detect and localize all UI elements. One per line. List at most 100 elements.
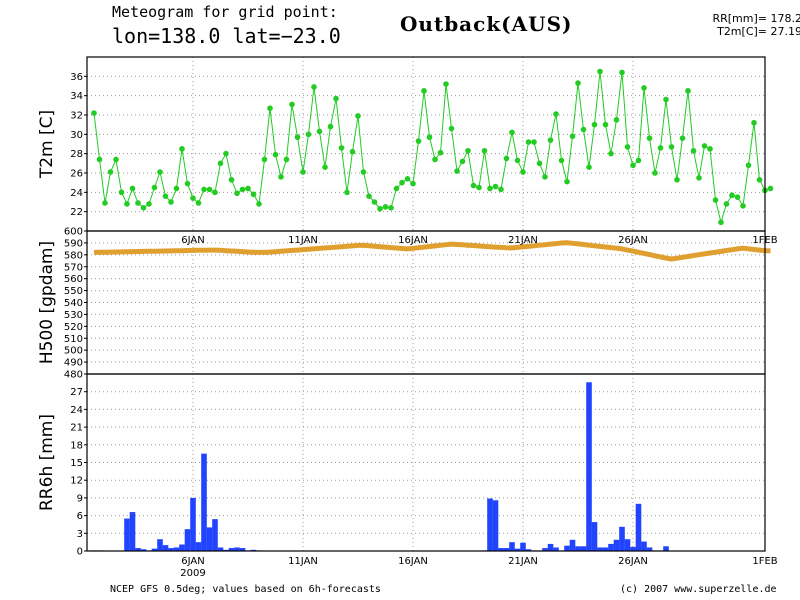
t2m-point xyxy=(701,143,708,149)
y-tick-label: 550 xyxy=(64,286,83,297)
t2m-point xyxy=(586,164,592,170)
y-tick-label: 30 xyxy=(70,130,83,141)
t2m-point xyxy=(448,125,455,132)
t2m-point xyxy=(685,88,691,94)
location-name: Outback(AUS) xyxy=(400,12,573,36)
t2m-point xyxy=(107,169,114,175)
y-tick-label: 0 xyxy=(77,547,83,558)
data-source-note: NCEP GFS 0.5deg; values based on 6h-fore… xyxy=(110,584,381,595)
h500-line xyxy=(93,240,771,262)
t2m-point xyxy=(118,189,125,196)
t2m-point xyxy=(129,185,136,192)
t2m-point xyxy=(217,160,224,167)
y-tick-label: 500 xyxy=(64,346,83,357)
t2m-point xyxy=(652,170,658,176)
summary-t2m: T2m[C]= 27.19 xyxy=(717,25,800,38)
t2m-point xyxy=(355,113,361,119)
y-tick-label: 21 xyxy=(70,423,83,434)
t2m-point xyxy=(558,157,565,164)
precip-bar xyxy=(619,526,625,551)
t2m-point xyxy=(371,199,378,205)
t2m-point xyxy=(415,138,422,144)
precip-bar xyxy=(635,503,642,551)
t2m-point xyxy=(498,186,504,193)
precip-bar xyxy=(217,547,224,551)
t2m-point xyxy=(206,186,213,193)
t2m-point xyxy=(635,157,642,164)
t2m-point xyxy=(234,190,240,197)
y-tick-label: 28 xyxy=(70,149,83,160)
y-tick-label: 600 xyxy=(64,227,83,238)
t2m-point xyxy=(663,96,669,103)
precip-bar xyxy=(140,549,147,551)
y-tick-label: 490 xyxy=(64,358,83,369)
precip-bar xyxy=(487,498,493,551)
t2m-point xyxy=(641,85,647,91)
t2m-point xyxy=(492,183,499,190)
t2m-point xyxy=(756,176,763,183)
x-tick-label: 11JAN xyxy=(288,235,318,246)
y-tick-label: 6 xyxy=(77,511,83,522)
x-tick-label: 16JAN xyxy=(398,235,428,246)
t2m-point xyxy=(184,180,191,187)
x-tick-label: 16JAN xyxy=(398,556,428,567)
t2m-point xyxy=(745,162,752,169)
t2m-point xyxy=(393,185,400,192)
x-tick-label: 21JAN xyxy=(508,235,538,246)
y-tick-label: 12 xyxy=(70,476,83,487)
t2m-point xyxy=(366,193,372,199)
t2m-point xyxy=(624,144,631,150)
t2m-point xyxy=(470,182,477,189)
precip-bar xyxy=(547,543,554,551)
t2m-point xyxy=(646,135,653,141)
t2m-point xyxy=(597,68,603,75)
precip-bar xyxy=(641,541,647,551)
t2m-point xyxy=(239,186,246,193)
t2m-point xyxy=(564,178,570,185)
x-tick-label: 11JAN xyxy=(288,556,318,567)
x-year-label: 2009 xyxy=(180,568,205,579)
precip-bar xyxy=(173,547,180,551)
t2m-point xyxy=(146,201,152,207)
t2m-point xyxy=(388,205,394,211)
y-tick-label: 590 xyxy=(64,238,83,249)
t2m-point xyxy=(113,156,119,163)
t2m-point xyxy=(228,176,235,183)
y-axis-title: T2m [C] xyxy=(37,110,57,179)
t2m-point xyxy=(256,201,262,207)
x-tick-label: 26JAN xyxy=(618,235,648,246)
t2m-point xyxy=(195,200,202,206)
t2m-point xyxy=(487,185,493,192)
precip-bar xyxy=(564,545,570,551)
summary-box: RR[mm]= 178.2 T2m[C]= 27.19 xyxy=(712,12,800,38)
precip-bar xyxy=(646,547,653,551)
y-tick-label: 580 xyxy=(64,250,83,261)
t2m-point xyxy=(135,200,141,206)
t2m-point xyxy=(531,139,537,145)
t2m-point xyxy=(602,121,609,128)
y-tick-label: 24 xyxy=(70,405,83,416)
y-tick-label: 560 xyxy=(64,274,83,285)
x-tick-label: 6JAN xyxy=(181,235,204,246)
t2m-point xyxy=(212,189,218,196)
summary-rr: RR[mm]= 178.2 xyxy=(712,12,800,25)
copyright-note: (c) 2007 www.superzelle.de xyxy=(620,584,777,595)
y-tick-label: 24 xyxy=(70,188,83,199)
panel-frame xyxy=(86,373,766,552)
precip-bar xyxy=(129,512,136,551)
t2m-point xyxy=(514,157,521,164)
x-tick-label: 1FEB xyxy=(752,556,777,567)
precip-bar xyxy=(206,527,213,551)
precip-bar xyxy=(239,548,246,551)
chart-title-coordinates: lon=138.0 lat=−23.0 xyxy=(112,24,341,48)
precip-bar xyxy=(503,548,510,551)
t2m-point xyxy=(437,149,444,156)
t2m-point xyxy=(426,134,433,141)
panel-frame xyxy=(86,56,766,232)
t2m-point xyxy=(657,145,664,151)
t2m-point xyxy=(102,200,108,206)
t2m-point xyxy=(740,203,746,209)
precip-bar xyxy=(212,519,218,551)
t2m-point xyxy=(503,155,510,162)
x-tick-label: 26JAN xyxy=(618,556,648,567)
